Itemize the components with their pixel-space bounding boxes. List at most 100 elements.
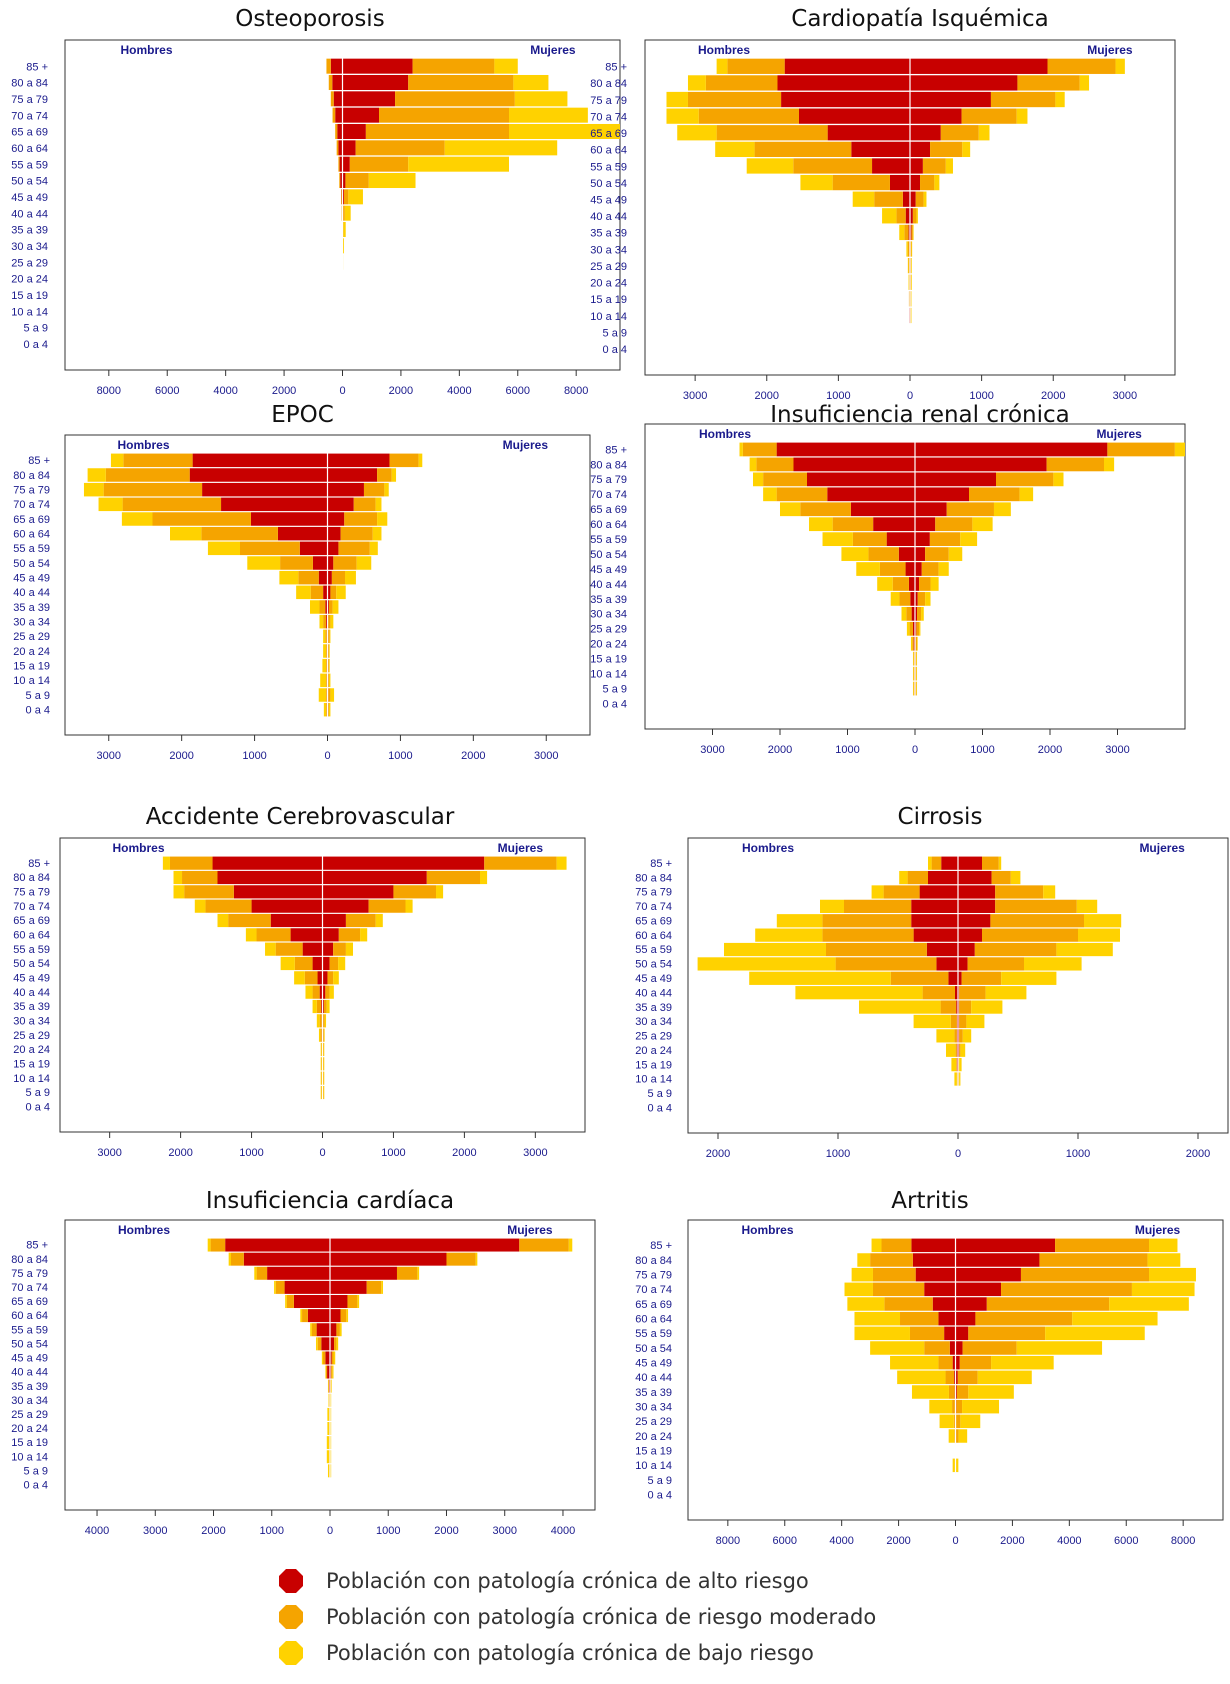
bar-hombres-moderate: [884, 1297, 933, 1311]
bar-mujeres-moderate: [957, 1370, 978, 1385]
bar-mujeres-moderate: [991, 870, 1011, 885]
x-tick-label: 3000: [1113, 390, 1137, 402]
bar-mujeres-high: [915, 547, 926, 561]
bar-mujeres-high: [327, 497, 354, 512]
side-label-hombres: Hombres: [113, 841, 165, 855]
bar-mujeres-low: [330, 1407, 332, 1421]
bar-hombres-moderate: [868, 547, 899, 561]
bar-mujeres-moderate: [961, 971, 1002, 985]
bar-hombres-moderate: [298, 570, 319, 585]
bar-hombres-moderate: [103, 482, 203, 497]
bar-mujeres-moderate: [910, 274, 912, 290]
bar-hombres-high: [202, 482, 328, 497]
bar-hombres-moderate: [776, 487, 828, 502]
bar-mujeres-moderate: [328, 688, 331, 702]
bar-mujeres-moderate: [925, 547, 949, 561]
bar-hombres-low: [328, 1393, 330, 1407]
legend-item-low: Población con patología crónica de bajo …: [278, 1638, 814, 1668]
bar-mujeres-high: [322, 956, 330, 971]
category-label: 10 a 14: [13, 1073, 50, 1085]
bar-mujeres-low: [332, 1365, 334, 1379]
bar-mujeres-high: [915, 487, 969, 502]
bar-mujeres-low: [436, 885, 444, 899]
bar-hombres-moderate: [954, 1429, 956, 1443]
bar-mujeres-moderate: [330, 585, 337, 600]
bar-hombres-low: [316, 1014, 320, 1028]
category-label: 25 a 29: [11, 257, 48, 269]
bar-hombres-moderate: [756, 457, 794, 472]
bar-hombres-low: [228, 1252, 231, 1266]
bar-mujeres-moderate: [322, 1071, 324, 1085]
bar-mujeres-moderate: [330, 1379, 332, 1393]
bar-hombres-moderate: [952, 1399, 955, 1414]
category-label: 65 a 69: [635, 1299, 672, 1311]
category-label: 75 a 79: [590, 95, 627, 107]
bar-hombres-low: [327, 1422, 330, 1435]
category-label: 60 a 64: [590, 519, 627, 531]
bar-mujeres-moderate: [340, 1309, 347, 1323]
bar-mujeres-high: [322, 885, 394, 899]
bar-mujeres-high: [342, 107, 380, 123]
bar-mujeres-high: [955, 1370, 958, 1385]
bar-hombres-high: [908, 577, 915, 591]
bar-hombres-low: [844, 1282, 873, 1297]
bar-hombres-high: [302, 942, 323, 956]
bar-hombres-high: [339, 156, 343, 172]
bar-hombres-moderate: [205, 899, 252, 913]
bar-hombres-moderate: [326, 658, 327, 673]
bar-hombres-moderate: [321, 1042, 323, 1057]
bar-hombres-low: [312, 999, 317, 1014]
bar-hombres-moderate: [899, 592, 911, 606]
bar-mujeres-moderate: [327, 971, 334, 985]
category-label: 45 a 49: [590, 564, 627, 576]
category-label: 15 a 19: [13, 660, 50, 672]
bar-mujeres-moderate: [959, 1000, 972, 1014]
bar-mujeres-low: [328, 673, 331, 688]
bar-hombres-moderate: [950, 1014, 957, 1029]
bar-mujeres-low: [971, 1000, 1003, 1014]
bar-mujeres-moderate: [956, 1385, 969, 1399]
x-tick-label: 0: [952, 1535, 958, 1547]
bar-hombres-high: [192, 453, 328, 468]
bar-mujeres-high: [910, 125, 941, 141]
legend-swatch-high: [279, 1569, 303, 1593]
bar-mujeres-low: [1043, 885, 1056, 899]
bar-hombres-moderate: [184, 885, 234, 899]
x-tick-label: 2000: [755, 390, 779, 402]
bar-hombres-low: [928, 856, 932, 870]
bar-hombres-moderate: [310, 585, 324, 600]
bar-hombres-low: [851, 1267, 873, 1282]
bar-hombres-low: [254, 1266, 257, 1280]
bar-hombres-moderate: [892, 577, 909, 591]
x-tick-label: 1000: [835, 744, 859, 756]
category-label: 5 a 9: [648, 1475, 672, 1487]
category-label: 20 a 24: [11, 274, 48, 286]
bar-mujeres-moderate: [393, 885, 437, 899]
x-tick-label: 1000: [1066, 1148, 1090, 1160]
x-tick-label: 2000: [168, 1147, 192, 1159]
bar-hombres-moderate: [913, 651, 915, 666]
side-label-mujeres: Mujeres: [1087, 43, 1133, 57]
x-tick-label: 0: [907, 390, 913, 402]
bar-mujeres-low: [475, 1252, 478, 1266]
bar-hombres-moderate: [326, 673, 327, 688]
bar-hombres-high: [318, 570, 328, 585]
bar-hombres-low: [912, 666, 914, 681]
category-label: 15 a 19: [590, 654, 627, 666]
category-label: 85 +: [26, 1240, 48, 1252]
side-label-hombres: Hombres: [121, 43, 173, 57]
bar-mujeres-high: [958, 971, 962, 985]
bar-mujeres-moderate: [343, 189, 349, 205]
bar-hombres-low: [280, 956, 295, 971]
bar-mujeres-low: [346, 1309, 349, 1323]
bar-hombres-high: [243, 1252, 330, 1266]
bar-hombres-moderate: [931, 856, 942, 870]
category-label: 85 +: [28, 858, 50, 870]
bar-mujeres-high: [342, 189, 344, 205]
category-label: 35 a 39: [590, 228, 627, 240]
legend-item-moderate: Población con patología crónica de riesg…: [278, 1602, 876, 1632]
bar-hombres-high: [910, 592, 915, 606]
bar-mujeres-low: [993, 502, 1011, 517]
bar-hombres-low: [320, 1071, 322, 1085]
category-label: 0 a 4: [26, 1102, 50, 1114]
